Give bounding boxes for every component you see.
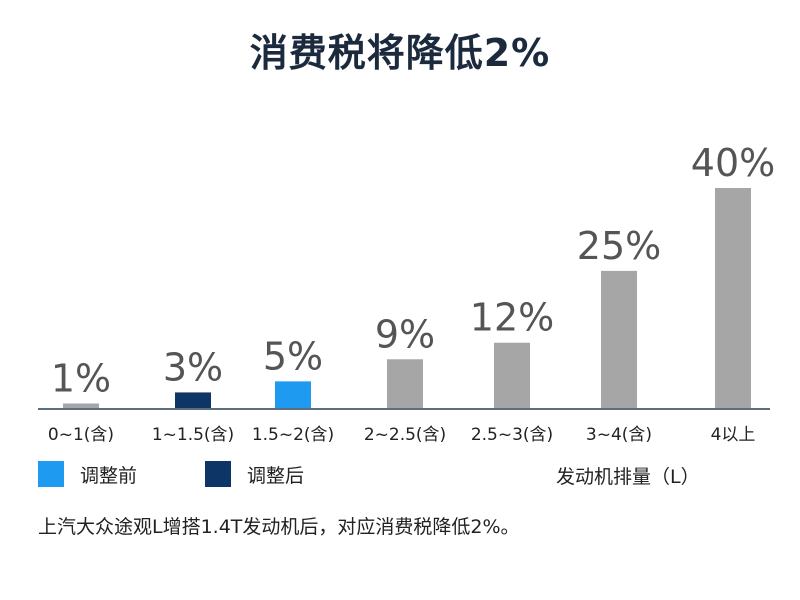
category-label-4: 2.5~3(含) bbox=[471, 425, 553, 445]
legend-swatch-after bbox=[205, 461, 231, 487]
footnote: 上汽大众途观L增搭1.4T发动机后，对应消费税降低2%。 bbox=[38, 516, 520, 538]
value-label-1: 3% bbox=[163, 345, 223, 389]
category-label-2: 1.5~2(含) bbox=[252, 425, 334, 445]
value-label-3: 9% bbox=[375, 312, 435, 356]
bar-2 bbox=[275, 381, 311, 409]
category-label-0: 0~1(含) bbox=[48, 425, 114, 445]
value-label-0: 1% bbox=[51, 356, 111, 400]
x-axis-title: 发动机排量（L） bbox=[556, 466, 700, 488]
value-label-5: 25% bbox=[577, 224, 661, 268]
category-label-5: 3~4(含) bbox=[586, 425, 652, 445]
page-title: 消费税将降低2% bbox=[249, 31, 551, 75]
bar-1 bbox=[175, 392, 211, 409]
legend-label-after: 调整后 bbox=[247, 464, 305, 487]
legend-item-before: 调整前 bbox=[38, 461, 138, 487]
legend-label-before: 调整前 bbox=[80, 464, 138, 487]
bar-0 bbox=[63, 403, 99, 409]
bar-6 bbox=[715, 188, 751, 409]
category-label-3: 2~2.5(含) bbox=[364, 425, 446, 445]
bar-5 bbox=[601, 270, 637, 409]
value-label-6: 40% bbox=[691, 141, 775, 185]
value-label-4: 12% bbox=[470, 296, 554, 340]
bar-4 bbox=[494, 342, 530, 409]
bar-3 bbox=[387, 359, 423, 409]
legend-item-after: 调整后 bbox=[205, 461, 305, 487]
legend-swatch-before bbox=[38, 461, 64, 487]
category-label-6: 4以上 bbox=[711, 425, 756, 445]
category-label-1: 1~1.5(含) bbox=[152, 425, 234, 445]
value-label-2: 5% bbox=[263, 334, 323, 378]
